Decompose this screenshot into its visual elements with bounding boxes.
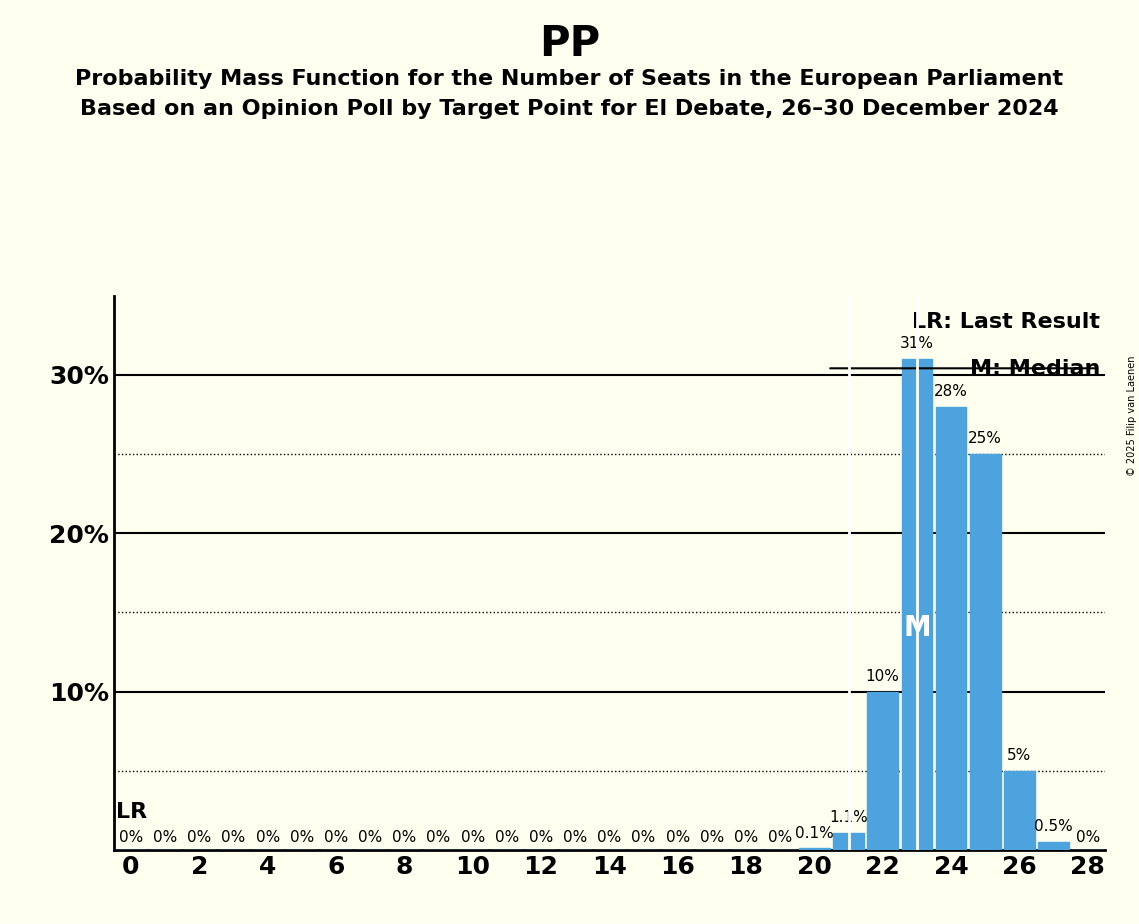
Text: 0%: 0% — [118, 831, 144, 845]
Text: 0%: 0% — [1075, 831, 1100, 845]
Text: 31%: 31% — [900, 336, 934, 351]
Text: 0%: 0% — [289, 831, 314, 845]
Text: 25%: 25% — [968, 432, 1002, 446]
Text: M: Median: M: Median — [969, 359, 1100, 380]
Text: 0%: 0% — [665, 831, 690, 845]
Text: 0%: 0% — [255, 831, 280, 845]
Text: 0.5%: 0.5% — [1034, 820, 1073, 834]
Text: 0%: 0% — [221, 831, 246, 845]
Text: 0%: 0% — [460, 831, 485, 845]
Text: 5%: 5% — [1007, 748, 1032, 763]
Text: 0%: 0% — [631, 831, 656, 845]
Text: 0%: 0% — [768, 831, 793, 845]
Bar — [1005, 771, 1034, 850]
Bar — [935, 407, 966, 850]
Bar — [1039, 842, 1068, 850]
Text: 0%: 0% — [426, 831, 451, 845]
Text: 0%: 0% — [699, 831, 724, 845]
Text: 0%: 0% — [392, 831, 417, 845]
Text: 0%: 0% — [153, 831, 178, 845]
Text: 0%: 0% — [494, 831, 519, 845]
Text: LR: LR — [116, 801, 147, 821]
Text: 1.1%: 1.1% — [829, 809, 868, 825]
Bar — [868, 692, 898, 850]
Bar — [901, 359, 932, 850]
Text: PP: PP — [539, 23, 600, 65]
Text: 0%: 0% — [563, 831, 588, 845]
Text: 28%: 28% — [934, 383, 968, 398]
Bar — [798, 848, 829, 850]
Text: 10%: 10% — [866, 669, 900, 684]
Bar — [833, 833, 863, 850]
Text: 0%: 0% — [187, 831, 212, 845]
Text: M: M — [903, 614, 931, 642]
Text: 0%: 0% — [323, 831, 349, 845]
Text: 0%: 0% — [597, 831, 622, 845]
Bar — [969, 454, 1000, 850]
Text: © 2025 Filip van Laenen: © 2025 Filip van Laenen — [1126, 356, 1137, 476]
Text: LR: Last Result: LR: Last Result — [912, 312, 1100, 333]
Text: 0.1%: 0.1% — [795, 825, 834, 841]
Text: 0%: 0% — [734, 831, 759, 845]
Text: 0%: 0% — [358, 831, 383, 845]
Text: Based on an Opinion Poll by Target Point for El Debate, 26–30 December 2024: Based on an Opinion Poll by Target Point… — [80, 99, 1059, 119]
Text: 0%: 0% — [528, 831, 554, 845]
Text: Probability Mass Function for the Number of Seats in the European Parliament: Probability Mass Function for the Number… — [75, 69, 1064, 90]
